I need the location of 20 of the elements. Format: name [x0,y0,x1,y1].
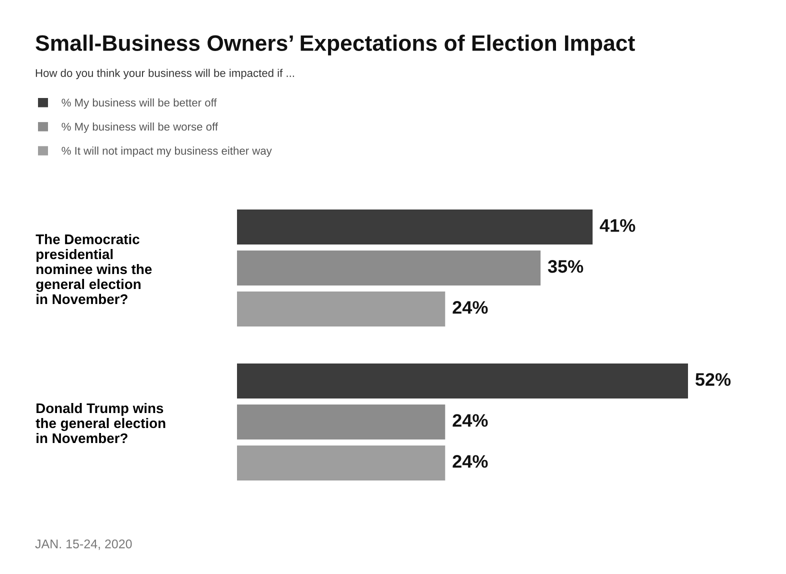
legend-label: % My business will be better off [62,98,217,109]
legend-label: % It will not impact my business either way [62,146,272,157]
data-label: 52% [696,373,731,386]
bar [237,404,446,440]
bar [237,445,446,480]
data-label: 24% [452,301,488,314]
bar [237,291,446,326]
data-label: 24% [452,414,488,427]
data-label: 41% [600,219,636,232]
bar [237,210,593,245]
y-tick-label: The Democratic presidential nominee wins the general election in November? [36,234,152,304]
bar [237,250,541,286]
data-label: 24% [452,455,488,468]
bar [237,364,688,399]
y-tick-label: Donald Trump wins the general election in November? [36,402,166,444]
data-label: 35% [548,260,584,273]
chart-title: Small-Business Owners’ Expectations of Election Impact [36,34,635,56]
text: JAN. 15-24, 2020 [35,540,132,550]
legend-label: % My business will be worse off [62,122,218,133]
chart-subtitle: How do you think your business will be impacted if ... [36,68,294,80]
